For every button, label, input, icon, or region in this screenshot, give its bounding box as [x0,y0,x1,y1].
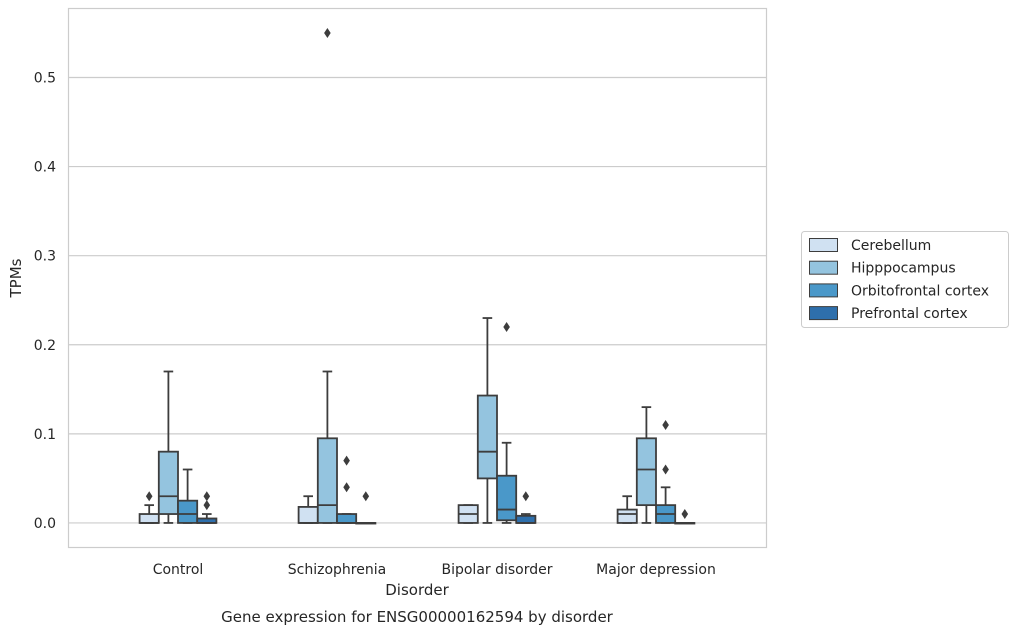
series-cerebellum [138,491,638,524]
x-tick-label: Schizophrenia [288,562,386,578]
x-tick-label: Bipolar disorder [441,562,552,578]
chart-caption: Gene expression for ENSG00000162594 by d… [221,608,614,626]
legend-swatch [809,306,838,321]
series-hipppocampus [157,27,657,524]
y-axis-ticks: 0.0 0.1 0.2 0.3 0.4 0.5 [34,70,56,531]
box-outlier [324,27,331,38]
box-iqr [476,394,498,480]
y-tick-label: 0.2 [34,338,56,354]
y-tick-label: 0.5 [34,70,56,86]
box-iqr [496,474,518,522]
legend-items: Cerebellum Hipppocampus Orbitofrontal cort… [809,238,989,322]
y-tick-label: 0.4 [34,160,56,176]
legend-label: Hipppocampus [851,261,956,277]
box-outlier [681,509,689,520]
x-tick-label: Control [153,562,204,578]
box-iqr [616,508,638,524]
box-iqr [177,499,199,524]
box-iqr [316,437,338,524]
box-iqr [297,506,319,524]
x-axis-label: Disorder [385,581,449,599]
box-outlier [662,419,669,430]
plot-frame [67,7,768,549]
box-outlier [503,321,510,332]
box-outlier [203,500,211,511]
box-outlier [203,491,211,502]
box-outlier [145,491,153,502]
y-tick-label: 0.0 [34,516,56,532]
legend-swatch [809,260,838,275]
legend-label: Orbitofrontal cortex [851,283,989,299]
y-tick-label: 0.3 [34,249,56,265]
box-iqr [515,514,537,524]
x-tick-label: Major depression [596,562,716,578]
legend-frame [801,231,1009,328]
box-iqr [336,513,358,524]
box-outlier [522,491,530,502]
legend-label: Prefrontal cortex [851,306,968,322]
box-iqr [138,513,160,524]
box-iqr [157,450,179,515]
series-orbitofrontal-cortex [177,321,677,524]
legend-label: Cerebellum [851,238,931,254]
x-axis-ticks: Control Schizophrenia Bipolar disorder Majo… [153,562,716,578]
box-series [138,27,696,525]
box-outlier [343,482,350,493]
box-outlier [343,455,350,466]
box-iqr [635,437,657,507]
box-outlier [362,491,370,502]
y-tick-label: 0.1 [34,427,56,443]
box-outlier [662,464,669,475]
legend-swatch [809,283,838,298]
y-axis-label: TPMs [7,258,25,298]
legend-swatch [809,238,838,252]
series-prefrontal-cortex [196,491,696,525]
legend: Cerebellum Hipppocampus Orbitofrontal cort… [801,231,1009,328]
